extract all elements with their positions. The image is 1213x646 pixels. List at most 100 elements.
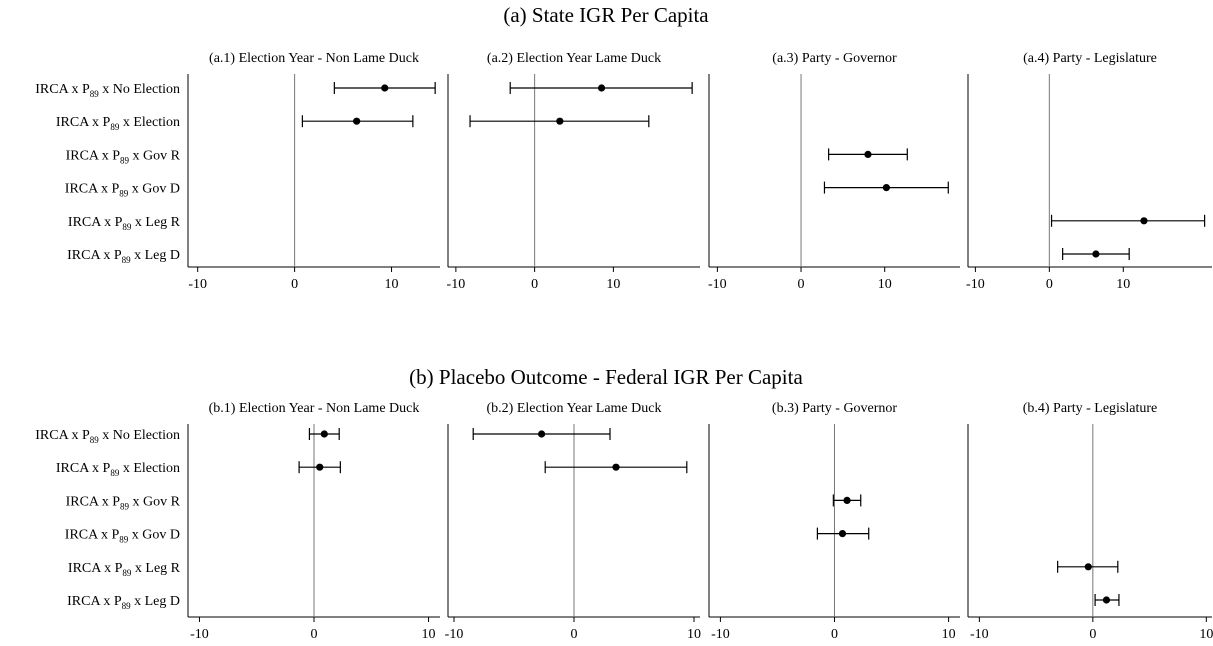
y-label-prefix: IRCA x P <box>66 494 121 509</box>
point-estimate <box>556 117 564 125</box>
y-label-prefix: IRCA x P <box>65 182 120 197</box>
coef-panel: (b.4) Party - Legislature -10 0 10 <box>967 401 1213 642</box>
y-label-prefix: IRCA x P <box>35 428 90 443</box>
y-label-subscript: 89 <box>122 222 132 232</box>
x-tick-label: -10 <box>188 277 207 292</box>
x-tick-label: 0 <box>291 277 298 292</box>
x-tick-label: -10 <box>970 627 989 642</box>
x-tick-label: -10 <box>966 277 985 292</box>
y-label-suffix: x No Election <box>99 428 180 443</box>
y-axis-label: IRCA x P89 x Gov R <box>66 494 181 511</box>
x-tick-label: 0 <box>311 627 318 642</box>
y-label-suffix: x Leg R <box>131 215 180 230</box>
point-estimate <box>1084 563 1092 571</box>
y-axis-label: IRCA x P89 x Leg D <box>67 248 180 265</box>
panel-title: (a.2) Election Year Lame Duck <box>487 51 661 66</box>
y-label-prefix: IRCA x P <box>35 82 90 97</box>
point-estimate <box>1140 217 1148 225</box>
y-label-subscript: 89 <box>110 468 120 478</box>
x-tick-label: 10 <box>1116 277 1130 292</box>
y-label-prefix: IRCA x P <box>56 461 111 476</box>
row-title: (b) Placebo Outcome - Federal IGR Per Ca… <box>409 365 803 389</box>
y-axis-label: IRCA x P89 x Leg R <box>68 561 181 578</box>
point-estimate <box>1092 250 1100 258</box>
y-axis-label: IRCA x P89 x Gov D <box>65 528 180 545</box>
x-tick-label: 10 <box>606 277 620 292</box>
coef-panel: (b.1) Election Year - Non Lame Duck -10 0 1… <box>187 401 440 642</box>
point-estimate <box>838 530 847 538</box>
coef-panel: (a.4) Party - Legislature -10 0 10 <box>966 51 1212 292</box>
x-tick-label: 0 <box>798 277 805 292</box>
coef-panel: (b.3) Party - Governor -10 0 10 <box>708 401 960 642</box>
coef-panel: (a.2) Election Year Lame Duck -10 0 10 <box>447 51 700 292</box>
y-label-subscript: 89 <box>90 435 100 445</box>
point-estimate <box>1102 596 1111 604</box>
y-axis-label: IRCA x P89 x Gov D <box>65 182 180 199</box>
x-tick-label: -10 <box>445 627 464 642</box>
y-axis-label: IRCA x P89 x Leg R <box>68 215 181 232</box>
x-tick-label: 0 <box>831 627 838 642</box>
y-axis-label: IRCA x P89 x Leg D <box>67 594 180 611</box>
y-label-subscript: 89 <box>119 535 129 545</box>
y-label-subscript: 89 <box>122 568 132 578</box>
panel-title: (a.3) Party - Governor <box>772 51 897 66</box>
y-label-prefix: IRCA x P <box>65 528 120 543</box>
y-label-prefix: IRCA x P <box>67 594 122 609</box>
coef-panel: (a.1) Election Year - Non Lame Duck -10 0 1… <box>187 51 440 292</box>
panel-title: (a.4) Party - Legislature <box>1023 51 1157 66</box>
x-tick-label: 10 <box>878 277 892 292</box>
x-tick-label: 10 <box>385 277 399 292</box>
y-label-prefix: IRCA x P <box>67 248 122 263</box>
point-estimate <box>320 430 328 438</box>
x-tick-label: 10 <box>942 627 956 642</box>
x-tick-label: -10 <box>447 277 466 292</box>
point-estimate <box>864 150 872 158</box>
y-label-prefix: IRCA x P <box>68 215 123 230</box>
y-label-prefix: IRCA x P <box>56 115 111 130</box>
y-label-suffix: x Leg D <box>131 594 180 609</box>
y-label-subscript: 89 <box>110 122 120 132</box>
x-tick-label: -10 <box>708 277 727 292</box>
y-axis-label: IRCA x P89 x No Election <box>35 428 180 445</box>
point-estimate <box>882 184 890 192</box>
y-label-subscript: 89 <box>122 601 132 611</box>
y-label-suffix: x Election <box>119 115 180 130</box>
y-label-prefix: IRCA x P <box>66 148 121 163</box>
coef-panel: (a.3) Party - Governor -10 0 10 <box>708 51 960 292</box>
x-tick-label: -10 <box>190 627 209 642</box>
y-label-subscript: 89 <box>119 189 129 199</box>
point-estimate <box>316 463 324 471</box>
y-label-suffix: x Leg D <box>131 248 180 263</box>
y-label-subscript: 89 <box>120 155 130 165</box>
point-estimate <box>538 430 546 438</box>
panel-title: (a.1) Election Year - Non Lame Duck <box>209 51 419 66</box>
point-estimate <box>381 84 389 92</box>
y-label-subscript: 89 <box>120 501 130 511</box>
panel-title: (b.2) Election Year Lame Duck <box>487 401 662 416</box>
x-tick-label: 0 <box>1089 627 1096 642</box>
point-estimate <box>843 496 851 504</box>
panel-title: (b.3) Party - Governor <box>772 401 898 416</box>
x-tick-label: 0 <box>531 277 538 292</box>
coef-panel: (b.2) Election Year Lame Duck -10 0 10 <box>445 401 701 642</box>
y-axis-label: IRCA x P89 x Gov R <box>66 148 181 165</box>
x-tick-label: -10 <box>711 627 730 642</box>
y-label-suffix: x Gov R <box>129 494 181 509</box>
row-title: (a) State IGR Per Capita <box>503 3 709 27</box>
y-axis-label: IRCA x P89 x No Election <box>35 82 180 99</box>
y-label-prefix: IRCA x P <box>68 561 123 576</box>
x-tick-label: 10 <box>687 627 701 642</box>
panel-title: (b.4) Party - Legislature <box>1023 401 1158 416</box>
point-estimate <box>612 463 620 471</box>
y-axis-label: IRCA x P89 x Election <box>56 461 180 478</box>
point-estimate <box>597 84 606 92</box>
y-label-suffix: x Election <box>119 461 180 476</box>
x-tick-label: 0 <box>571 627 578 642</box>
x-tick-label: 0 <box>1046 277 1053 292</box>
y-axis-label: IRCA x P89 x Election <box>56 115 180 132</box>
y-label-suffix: x Gov D <box>128 528 180 543</box>
y-label-suffix: x Leg R <box>131 561 180 576</box>
panel-title: (b.1) Election Year - Non Lame Duck <box>209 401 420 416</box>
x-tick-label: 10 <box>422 627 436 642</box>
